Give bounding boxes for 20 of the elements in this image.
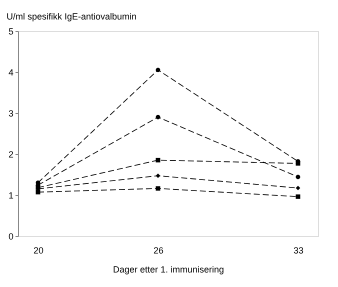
y-tick-label: 1 (8, 190, 14, 200)
point (156, 68, 160, 72)
y-tick-label: 5 (8, 26, 14, 36)
x-tick-label: 20 (33, 246, 44, 256)
point (156, 186, 160, 191)
y-tick-label: 4 (8, 68, 14, 78)
y-tick-label: 3 (8, 108, 14, 118)
point (156, 158, 160, 162)
point (296, 194, 300, 199)
point (156, 114, 160, 120)
x-tick-label: 26 (153, 246, 164, 256)
x-axis-title: Dager etter 1. immunisering (112, 264, 224, 274)
y-axis-title: U/ml spesifikk IgE-antiovalbumin (6, 12, 137, 22)
point (296, 186, 300, 190)
x-tick-label: 33 (293, 246, 304, 256)
y-tick-label: 2 (8, 150, 14, 160)
point (296, 174, 300, 180)
point (36, 190, 40, 194)
y-tick-label: 0 (8, 232, 14, 242)
point (156, 173, 160, 178)
